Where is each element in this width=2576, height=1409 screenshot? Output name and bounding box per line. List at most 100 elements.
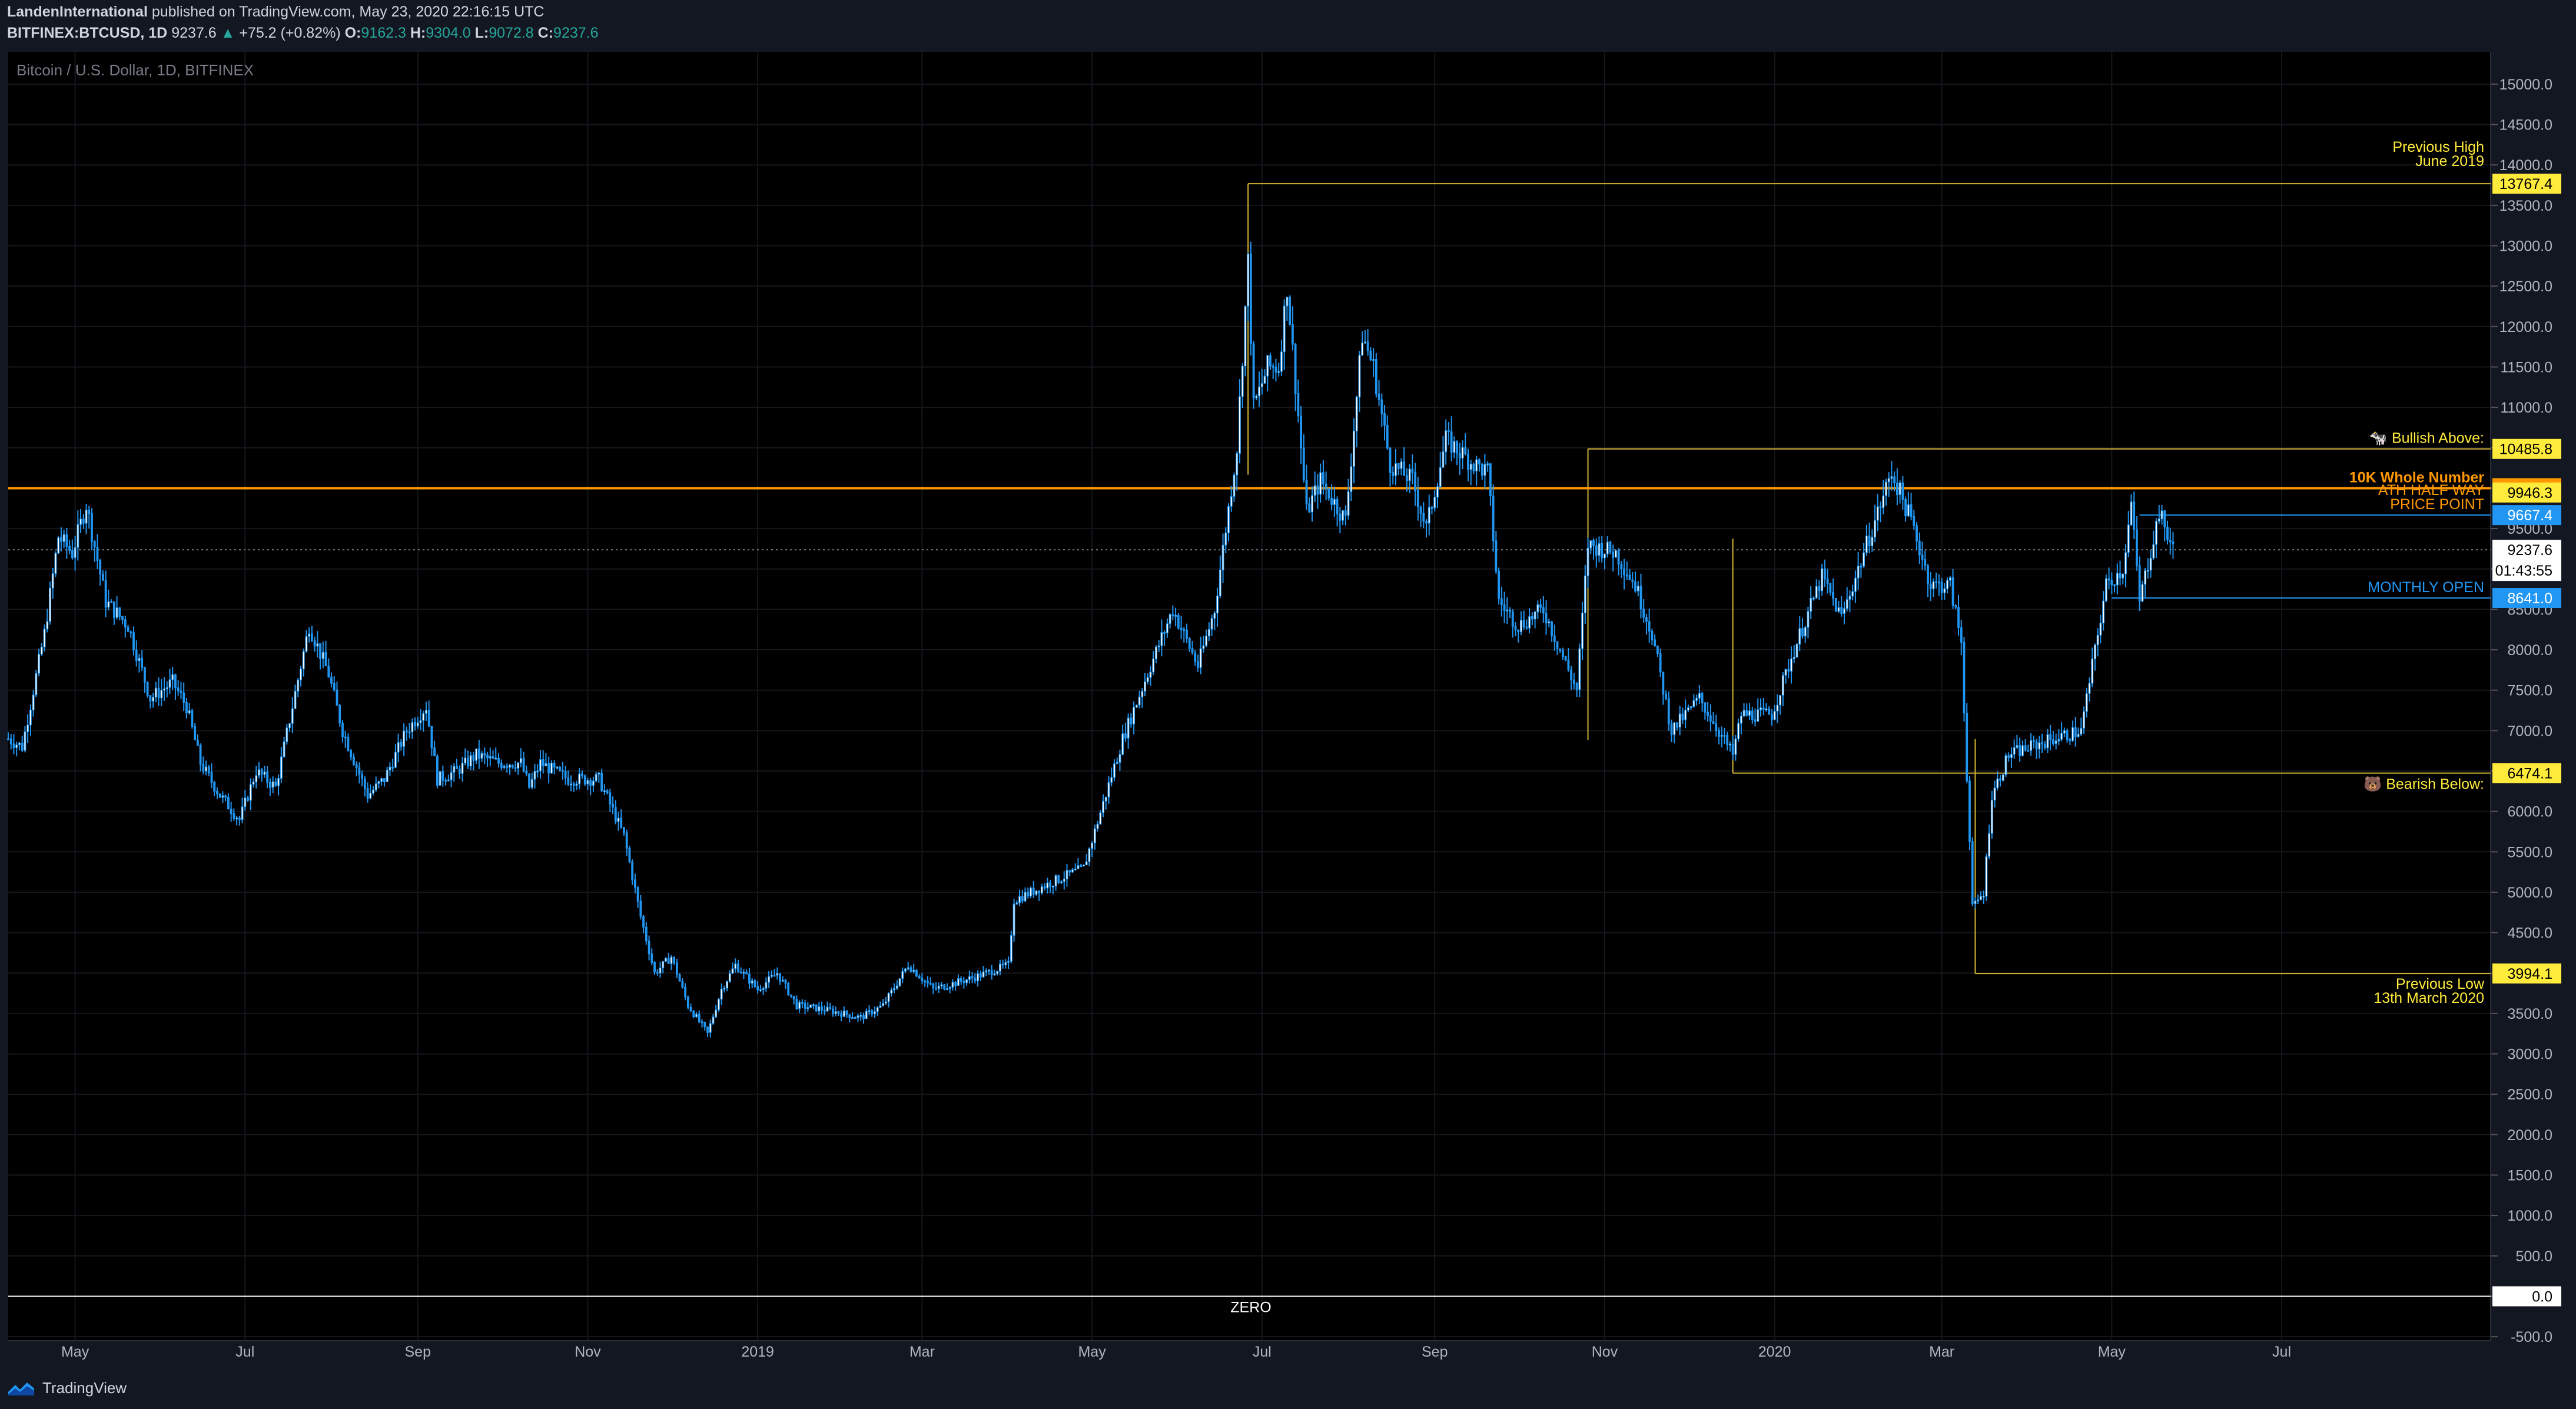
- candle-body: [2085, 693, 2088, 712]
- candle-body: [65, 534, 68, 547]
- candle-body: [1049, 882, 1052, 888]
- x-tick-label: 2020: [1758, 1344, 1791, 1360]
- tradingview-logo-icon[interactable]: [7, 1379, 36, 1397]
- candle-body: [1091, 842, 1094, 849]
- y-tick-label: 7500.0: [2508, 683, 2552, 699]
- candle-body: [1255, 396, 1258, 398]
- candle-body: [1595, 545, 1598, 556]
- candle-body: [244, 797, 247, 807]
- candle-body: [1322, 472, 1324, 484]
- candle-body: [1205, 636, 1208, 646]
- candle-body: [703, 1022, 706, 1028]
- candle-body: [400, 742, 403, 747]
- candle-body: [1807, 611, 1810, 628]
- candle-body: [1280, 351, 1283, 372]
- candle-body: [1514, 626, 1517, 630]
- candle-body: [1506, 609, 1509, 612]
- x-tick-label: Mar: [1929, 1344, 1954, 1360]
- candle-body: [344, 736, 347, 739]
- candle-body: [62, 534, 65, 542]
- candle-body: [1742, 710, 1745, 717]
- candle-body: [1545, 613, 1548, 624]
- candle-body: [1854, 577, 1857, 592]
- candle-body: [564, 771, 567, 779]
- candle-body: [330, 676, 333, 684]
- candle-body: [2046, 734, 2049, 749]
- candle-body: [1467, 453, 1469, 470]
- candle-body: [639, 900, 642, 917]
- candle-body: [135, 650, 138, 662]
- x-tick-label: Mar: [909, 1344, 935, 1360]
- price-tag-label: 0.0: [2532, 1288, 2552, 1305]
- candle-body: [1665, 693, 1667, 699]
- footer-brand[interactable]: TradingView: [42, 1378, 127, 1397]
- candle-body: [998, 963, 1001, 972]
- candle-body: [842, 1011, 845, 1017]
- candle-body: [1639, 586, 1642, 610]
- candle-body: [1946, 580, 1949, 589]
- candle-body: [1810, 597, 1813, 612]
- candle-body: [1274, 367, 1277, 373]
- candle-body: [1498, 570, 1501, 599]
- candle-body: [447, 779, 450, 782]
- candle-body: [1239, 396, 1241, 454]
- candle-body: [1372, 359, 1375, 361]
- candle-body: [1258, 386, 1260, 397]
- candle-body: [1032, 888, 1035, 895]
- candle-body: [96, 546, 99, 561]
- candle-body: [625, 832, 628, 849]
- published-text: published on TradingView.com, May 23, 20…: [151, 4, 545, 20]
- candle-body: [993, 973, 996, 976]
- x-tick-label: May: [61, 1344, 89, 1360]
- candle-body: [603, 790, 606, 792]
- time-axis[interactable]: May Jul Sep Nov 2019 Mar May Jul Sep Nov 2020 Mar Ma…: [8, 1340, 2491, 1360]
- candle-body: [1266, 355, 1269, 377]
- candle-body: [79, 519, 82, 525]
- candle-body: [227, 797, 230, 810]
- candle-body: [1592, 540, 1595, 546]
- publish-line: LandenInternational published on Trading…: [7, 4, 544, 21]
- candle-body: [433, 747, 436, 756]
- candle-body: [469, 755, 472, 767]
- price-tag: [2492, 1286, 2561, 1307]
- candle-body: [623, 827, 625, 833]
- chart-pane[interactable]: [8, 52, 2491, 1341]
- price-tag-label: 9946.3: [2508, 485, 2552, 501]
- candle-body: [739, 971, 742, 973]
- candle-body: [1667, 698, 1670, 725]
- candle-body: [742, 972, 745, 974]
- candle-body: [472, 755, 475, 761]
- candle-body: [1737, 723, 1740, 740]
- candle-body: [1503, 604, 1506, 612]
- candle-body: [1910, 504, 1913, 517]
- candle-body: [130, 631, 132, 633]
- candle-body: [1400, 461, 1403, 469]
- author-name[interactable]: LandenInternational: [7, 4, 148, 20]
- candle-body: [731, 968, 734, 974]
- candle-body: [24, 731, 26, 751]
- candle-body: [2166, 526, 2169, 540]
- candle-body: [756, 986, 759, 991]
- symbol-label[interactable]: BITFINEX:BTCUSD, 1D: [7, 25, 168, 41]
- candle-body: [795, 999, 798, 1009]
- candle-body: [355, 764, 358, 768]
- x-tick-label: 2019: [741, 1344, 774, 1360]
- candle-body: [768, 976, 770, 983]
- y-tick-label: 5500.0: [2508, 844, 2552, 860]
- candle-body: [678, 974, 681, 982]
- candle-body: [868, 1010, 871, 1012]
- candle-body: [185, 702, 188, 713]
- candle-body: [361, 773, 363, 779]
- candle-body: [1224, 532, 1227, 546]
- candle-body: [1829, 583, 1832, 593]
- candle-body: [1734, 739, 1737, 755]
- candle-body: [890, 989, 893, 994]
- candle-body: [586, 780, 589, 785]
- candle-body: [143, 667, 146, 683]
- candle-body: [1300, 416, 1302, 448]
- candle-body: [492, 756, 494, 759]
- candle-body: [1570, 669, 1573, 680]
- candle-body: [1177, 614, 1180, 629]
- price-axis[interactable]: 15000.0 14500.0 14000.0 13500.0 13000.0 12500…: [2490, 52, 2552, 1345]
